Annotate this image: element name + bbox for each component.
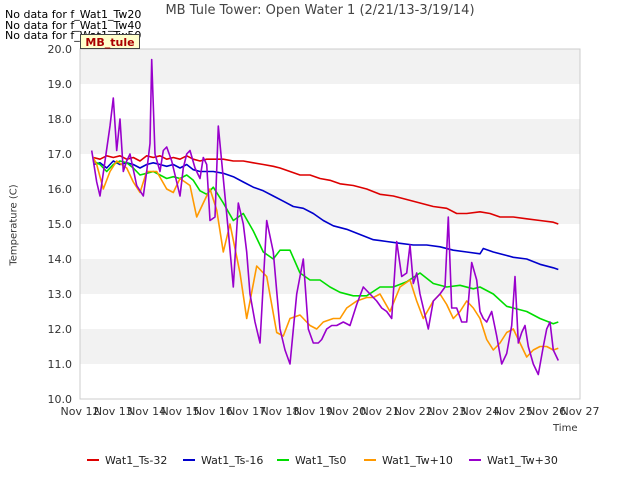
legend-swatch bbox=[364, 459, 376, 461]
legend-item-ts32: Wat1_Ts-32 bbox=[87, 454, 167, 467]
y-tick-label: 12.0 bbox=[48, 323, 73, 336]
y-tick-label: 17.0 bbox=[48, 148, 73, 161]
nodata-message-1: No data for f_Wat1_Tw20 bbox=[5, 8, 142, 21]
legend-swatch bbox=[183, 459, 195, 461]
x-axis-label: Time bbox=[553, 423, 578, 434]
x-tick-label: Nov 21 bbox=[361, 405, 400, 418]
site-badge: MB_tule bbox=[80, 34, 140, 49]
legend-swatch bbox=[87, 459, 99, 461]
y-tick-label: 10.0 bbox=[48, 393, 73, 406]
y-tick-label: 11.0 bbox=[48, 358, 73, 371]
series-line-wat1-tw-10 bbox=[92, 157, 559, 358]
x-tick-label: Nov 26 bbox=[527, 405, 566, 418]
legend-label: Wat1_Ts0 bbox=[295, 454, 347, 467]
legend-label: Wat1_Tw+10 bbox=[382, 454, 453, 467]
x-tick-label: Nov 16 bbox=[194, 405, 233, 418]
legend-label: Wat1_Ts-32 bbox=[105, 454, 168, 467]
x-tick-label: Nov 23 bbox=[427, 405, 466, 418]
y-tick-label: 16.0 bbox=[48, 183, 73, 196]
plot-frame bbox=[79, 48, 581, 400]
legend-label: Wat1_Ts-16 bbox=[201, 454, 264, 467]
x-tick-label: Nov 12 bbox=[61, 405, 100, 418]
x-tick-label: Nov 15 bbox=[161, 405, 200, 418]
x-tick-label: Nov 19 bbox=[294, 405, 333, 418]
y-tick-label: 14.0 bbox=[48, 253, 73, 266]
x-tick-label: Nov 20 bbox=[327, 405, 366, 418]
y-tick-label: 18.0 bbox=[48, 113, 73, 126]
grid-band bbox=[80, 189, 580, 224]
x-tick-label: Nov 22 bbox=[394, 405, 433, 418]
nodata-message-2: No data for f_Wat1_Tw40 bbox=[5, 19, 142, 32]
x-tick-label: Nov 25 bbox=[494, 405, 533, 418]
x-tick-label: Nov 14 bbox=[127, 405, 166, 418]
chart-title: MB Tule Tower: Open Water 1 (2/21/13-3/1… bbox=[165, 3, 475, 18]
legend: Wat1_Ts-32 Wat1_Ts-16 Wat1_Ts0 Wat1_Tw+1… bbox=[0, 454, 640, 468]
legend-swatch bbox=[469, 459, 481, 461]
legend-item-tw30: Wat1_Tw+30 bbox=[469, 454, 558, 467]
legend-swatch bbox=[277, 459, 289, 461]
x-tick-label: Nov 17 bbox=[227, 405, 266, 418]
legend-item-ts0: Wat1_Ts0 bbox=[277, 454, 346, 467]
grid-band bbox=[80, 259, 580, 294]
grid-band bbox=[80, 49, 580, 84]
y-tick-label: 15.0 bbox=[48, 218, 73, 231]
legend-item-ts16: Wat1_Ts-16 bbox=[183, 454, 263, 467]
series-line-wat1-tw-30 bbox=[90, 58, 560, 376]
x-tick-label: Nov 18 bbox=[261, 405, 300, 418]
y-axis-label: Temperature (C) bbox=[8, 184, 20, 266]
x-tick-label: Nov 13 bbox=[94, 405, 133, 418]
legend-label: Wat1_Tw+30 bbox=[487, 454, 558, 467]
y-tick-label: 20.0 bbox=[48, 43, 73, 56]
x-tick-label: Nov 24 bbox=[461, 405, 500, 418]
nodata-message-3: No data for f_Wat1_Tw50 bbox=[5, 29, 142, 42]
grid-band bbox=[80, 119, 580, 154]
legend-item-tw10: Wat1_Tw+10 bbox=[364, 454, 453, 467]
x-tick-label: Nov 27 bbox=[561, 405, 600, 418]
y-tick-label: 13.0 bbox=[48, 288, 73, 301]
y-tick-label: 19.0 bbox=[48, 78, 73, 91]
series-line-wat1-ts0 bbox=[92, 160, 559, 325]
